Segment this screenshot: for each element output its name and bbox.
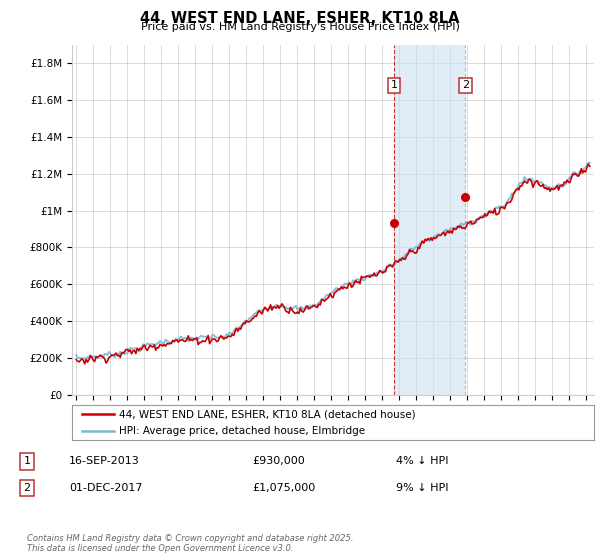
Text: 44, WEST END LANE, ESHER, KT10 8LA (detached house): 44, WEST END LANE, ESHER, KT10 8LA (deta…	[119, 409, 416, 419]
Text: £930,000: £930,000	[252, 456, 305, 466]
Text: 1: 1	[23, 456, 31, 466]
Text: 01-DEC-2017: 01-DEC-2017	[69, 483, 143, 493]
Text: 16-SEP-2013: 16-SEP-2013	[69, 456, 140, 466]
Bar	[394, 45, 466, 395]
Text: 44, WEST END LANE, ESHER, KT10 8LA: 44, WEST END LANE, ESHER, KT10 8LA	[140, 11, 460, 26]
Text: 4% ↓ HPI: 4% ↓ HPI	[396, 456, 449, 466]
Text: 9% ↓ HPI: 9% ↓ HPI	[396, 483, 449, 493]
Text: Contains HM Land Registry data © Crown copyright and database right 2025.
This d: Contains HM Land Registry data © Crown c…	[27, 534, 353, 553]
Text: 2: 2	[462, 80, 469, 90]
Text: HPI: Average price, detached house, Elmbridge: HPI: Average price, detached house, Elmb…	[119, 426, 365, 436]
Text: 1: 1	[391, 80, 397, 90]
Text: Price paid vs. HM Land Registry's House Price Index (HPI): Price paid vs. HM Land Registry's House …	[140, 22, 460, 32]
Text: 2: 2	[23, 483, 31, 493]
Text: £1,075,000: £1,075,000	[252, 483, 315, 493]
